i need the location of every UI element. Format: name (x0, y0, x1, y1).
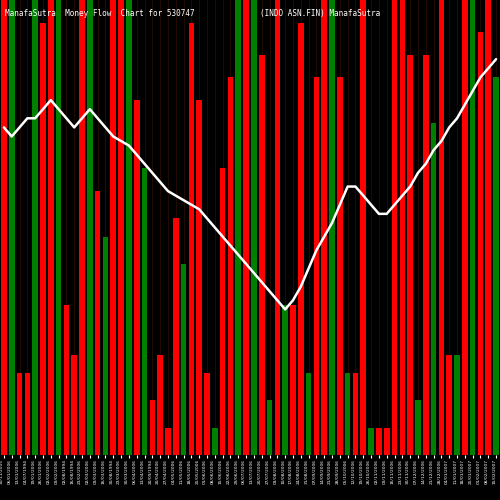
Bar (87, 0, 92, 455)
Bar (204, 373, 210, 455)
Bar (1, 0, 6, 455)
Text: ManafaSutra  Money Flow  Chart for 530747: ManafaSutra Money Flow Chart for 530747 (5, 9, 194, 18)
Bar (126, 0, 132, 455)
Bar (102, 236, 108, 455)
Bar (322, 0, 327, 455)
Bar (329, 0, 335, 455)
Bar (48, 0, 54, 455)
Bar (181, 264, 186, 455)
Bar (345, 373, 350, 455)
Bar (290, 305, 296, 455)
Bar (95, 191, 100, 455)
Bar (228, 78, 234, 455)
Bar (118, 0, 124, 455)
Bar (282, 305, 288, 455)
Bar (32, 0, 38, 455)
Bar (165, 428, 171, 455)
Bar (306, 373, 312, 455)
Bar (454, 355, 460, 455)
Bar (478, 32, 484, 455)
Bar (244, 0, 249, 455)
Bar (220, 168, 226, 455)
Bar (56, 0, 62, 455)
Bar (9, 0, 15, 455)
Bar (188, 22, 194, 455)
Bar (408, 54, 413, 455)
Bar (212, 428, 218, 455)
Bar (384, 428, 390, 455)
Bar (72, 355, 77, 455)
Bar (40, 22, 46, 455)
Bar (266, 400, 272, 455)
Text: (INDO ASN.FIN) ManafaSutra: (INDO ASN.FIN) ManafaSutra (260, 9, 380, 18)
Bar (259, 54, 264, 455)
Bar (79, 0, 85, 455)
Bar (470, 0, 476, 455)
Bar (494, 78, 499, 455)
Bar (368, 428, 374, 455)
Bar (298, 22, 304, 455)
Bar (236, 0, 241, 455)
Bar (196, 100, 202, 455)
Bar (158, 355, 163, 455)
Bar (150, 400, 155, 455)
Bar (110, 0, 116, 455)
Bar (360, 0, 366, 455)
Bar (251, 0, 256, 455)
Bar (173, 218, 178, 455)
Bar (352, 373, 358, 455)
Bar (134, 100, 140, 455)
Bar (314, 78, 319, 455)
Bar (274, 0, 280, 455)
Bar (337, 78, 342, 455)
Bar (438, 0, 444, 455)
Bar (486, 0, 491, 455)
Bar (462, 0, 468, 455)
Bar (415, 400, 421, 455)
Bar (431, 123, 436, 455)
Bar (24, 373, 30, 455)
Bar (400, 0, 405, 455)
Bar (142, 168, 148, 455)
Bar (16, 373, 22, 455)
Bar (446, 355, 452, 455)
Bar (64, 305, 69, 455)
Bar (423, 54, 428, 455)
Bar (392, 0, 398, 455)
Bar (376, 428, 382, 455)
